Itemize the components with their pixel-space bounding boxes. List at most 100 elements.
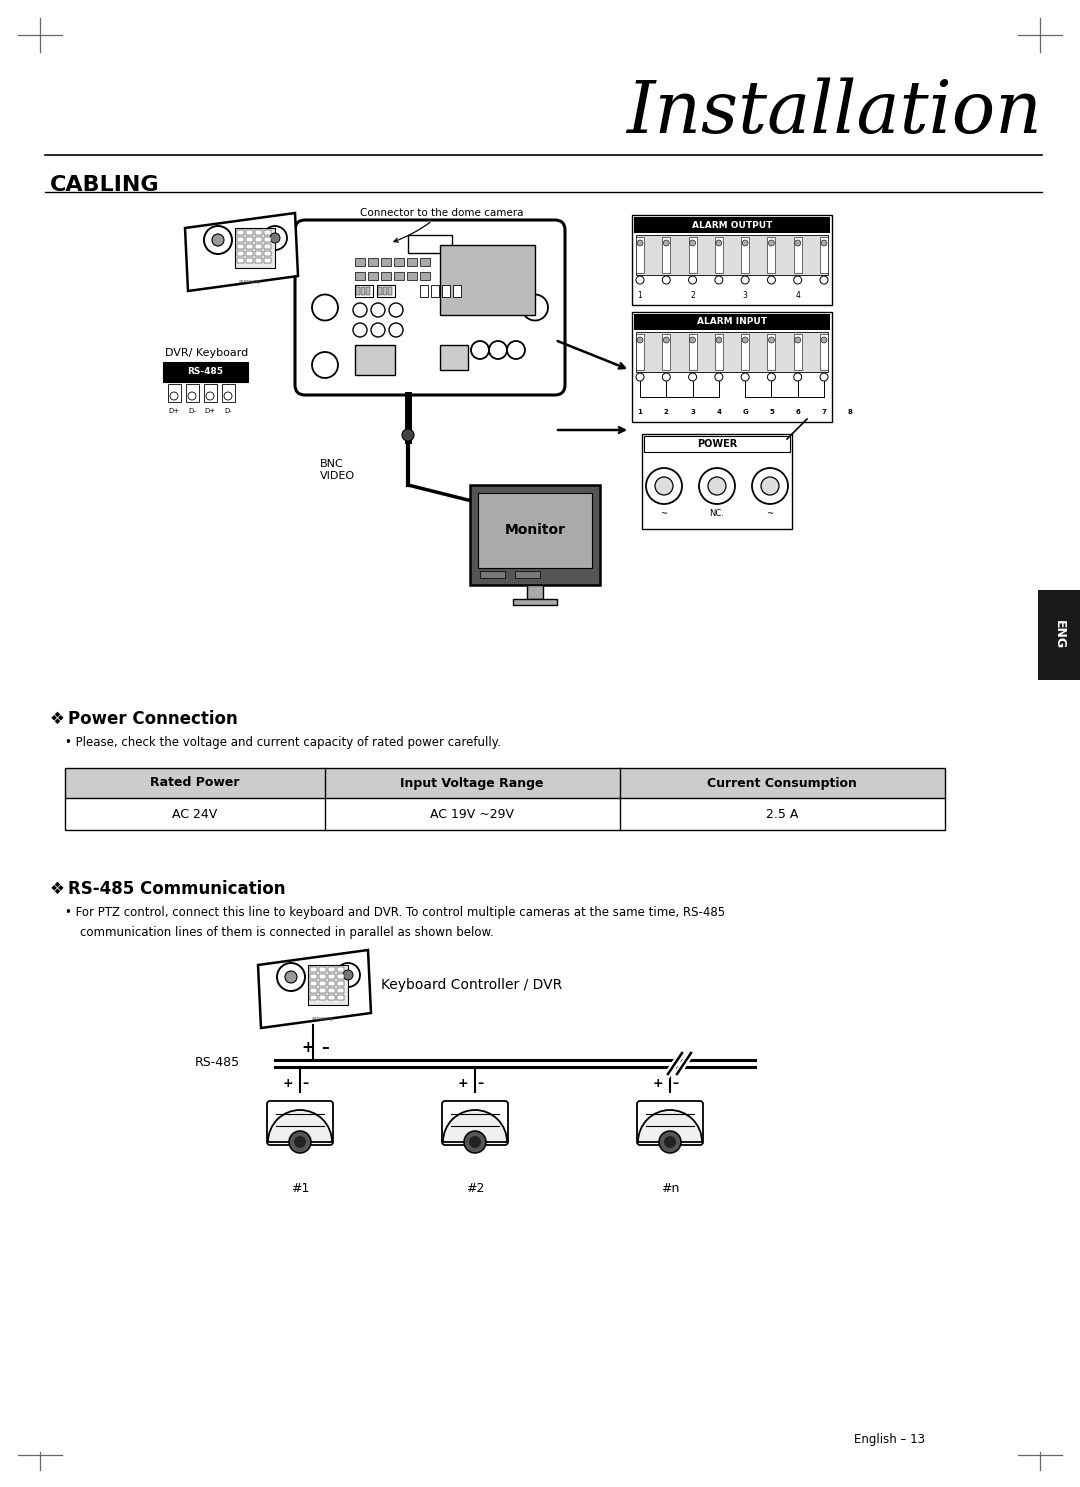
Circle shape: [389, 323, 403, 338]
Text: Monitor: Monitor: [504, 523, 566, 537]
Circle shape: [654, 477, 673, 495]
Text: 8: 8: [848, 409, 853, 415]
Bar: [328, 981, 335, 986]
Circle shape: [170, 393, 178, 400]
Bar: [420, 272, 430, 280]
Bar: [237, 230, 244, 235]
Circle shape: [708, 477, 726, 495]
Text: +: +: [283, 1077, 294, 1090]
Text: 3: 3: [690, 409, 696, 415]
Bar: [355, 259, 365, 266]
Circle shape: [343, 970, 353, 980]
Text: DVR/ Keyboard: DVR/ Keyboard: [165, 348, 248, 358]
Circle shape: [795, 239, 800, 245]
Text: #n: #n: [661, 1182, 679, 1196]
Bar: [328, 967, 335, 972]
Text: D+: D+: [168, 407, 179, 413]
Bar: [394, 259, 404, 266]
Bar: [634, 314, 831, 330]
Circle shape: [224, 393, 232, 400]
Text: 5: 5: [769, 409, 773, 415]
Circle shape: [821, 338, 827, 343]
Bar: [689, 335, 697, 370]
Bar: [420, 286, 428, 297]
Text: communication lines of them is connected in parallel as shown below.: communication lines of them is connected…: [80, 926, 494, 938]
Bar: [636, 335, 644, 370]
Text: ❖: ❖: [50, 709, 65, 729]
Bar: [337, 981, 345, 986]
Bar: [513, 599, 557, 605]
Bar: [644, 436, 789, 452]
Circle shape: [689, 373, 697, 381]
Text: 2: 2: [664, 409, 669, 415]
Bar: [470, 485, 600, 584]
Circle shape: [689, 239, 696, 245]
Text: Installation: Installation: [626, 77, 1042, 149]
Circle shape: [795, 338, 800, 343]
Circle shape: [769, 338, 774, 343]
Circle shape: [206, 393, 214, 400]
Bar: [222, 384, 235, 401]
Bar: [632, 216, 832, 305]
Circle shape: [285, 971, 297, 983]
Bar: [237, 259, 244, 263]
Text: 2.5 A: 2.5 A: [766, 807, 798, 821]
Circle shape: [741, 277, 750, 284]
Text: 3: 3: [743, 290, 747, 299]
Text: –: –: [477, 1077, 483, 1090]
Bar: [310, 987, 318, 993]
Bar: [634, 217, 831, 233]
Bar: [319, 995, 326, 999]
Bar: [264, 236, 271, 242]
Circle shape: [464, 1132, 486, 1152]
Text: #2: #2: [465, 1182, 484, 1196]
Circle shape: [663, 239, 670, 245]
Bar: [337, 987, 345, 993]
Bar: [246, 244, 253, 248]
FancyBboxPatch shape: [295, 220, 565, 396]
Bar: [319, 974, 326, 978]
Circle shape: [372, 323, 384, 338]
Circle shape: [715, 277, 723, 284]
Text: Power Connection: Power Connection: [68, 709, 238, 729]
Bar: [319, 981, 326, 986]
Circle shape: [212, 233, 224, 245]
Bar: [378, 287, 382, 294]
Bar: [381, 259, 391, 266]
Text: 6: 6: [795, 409, 800, 415]
Text: +: +: [301, 1039, 314, 1054]
Wedge shape: [268, 1109, 332, 1142]
Text: G: G: [742, 409, 748, 415]
Bar: [65, 767, 945, 799]
Text: • For PTZ control, connect this line to keyboard and DVR. To control multiple ca: • For PTZ control, connect this line to …: [65, 906, 725, 919]
Circle shape: [294, 1136, 306, 1148]
Circle shape: [662, 373, 671, 381]
FancyBboxPatch shape: [637, 1100, 703, 1145]
Bar: [381, 272, 391, 280]
Text: +: +: [458, 1077, 469, 1090]
Circle shape: [637, 338, 643, 343]
Bar: [407, 259, 417, 266]
Bar: [715, 335, 723, 370]
Bar: [636, 236, 644, 274]
Circle shape: [820, 373, 828, 381]
Bar: [310, 974, 318, 978]
Bar: [642, 434, 792, 529]
Bar: [255, 251, 262, 256]
Bar: [636, 235, 828, 275]
Wedge shape: [443, 1109, 507, 1142]
Bar: [163, 361, 248, 382]
Bar: [255, 236, 262, 242]
Bar: [355, 272, 365, 280]
Circle shape: [716, 338, 721, 343]
Text: ALARM INPUT: ALARM INPUT: [697, 318, 767, 327]
Bar: [394, 272, 404, 280]
Bar: [515, 571, 540, 578]
Text: D-: D-: [225, 407, 232, 413]
Circle shape: [353, 323, 367, 338]
Circle shape: [821, 239, 827, 245]
Circle shape: [188, 393, 195, 400]
Bar: [689, 236, 697, 274]
Bar: [328, 987, 335, 993]
Text: • Please, check the voltage and current capacity of rated power carefully.: • Please, check the voltage and current …: [65, 736, 501, 749]
